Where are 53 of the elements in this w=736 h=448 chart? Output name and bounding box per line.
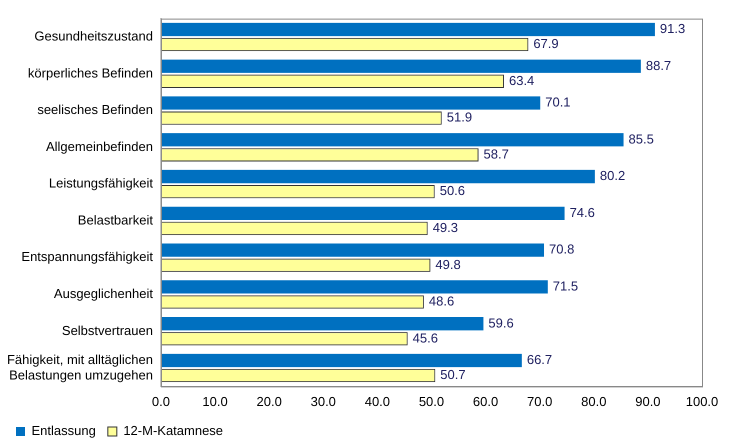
y-tick-label: körperliches Befinden <box>28 65 153 80</box>
bar <box>160 133 624 146</box>
x-tick-label: 100.0 <box>686 394 718 409</box>
data-label: 59.6 <box>488 315 514 330</box>
data-label: 70.8 <box>549 242 574 257</box>
x-tick-label: 80.0 <box>581 394 606 409</box>
y-tick-label: Belastbarkeit <box>78 212 154 228</box>
bar <box>160 206 565 220</box>
data-label: 67.9 <box>533 36 559 52</box>
data-label: 49.3 <box>432 220 458 236</box>
x-tick-label: 10.0 <box>202 394 228 409</box>
data-label: 80.2 <box>600 168 626 184</box>
bar <box>160 96 540 110</box>
bar <box>160 60 641 73</box>
data-label: 51.9 <box>446 110 472 125</box>
x-tick-label: 60.0 <box>472 394 498 409</box>
bar <box>160 170 595 184</box>
x-tick-label: 30.0 <box>310 394 336 409</box>
y-tick-label: Ausgeglichenheit <box>54 286 154 302</box>
x-tick-label: 50.0 <box>418 394 444 409</box>
data-label: 85.5 <box>628 131 654 146</box>
legend-label: 12-M-Katamnese <box>123 423 224 438</box>
data-label: 58.7 <box>484 146 509 162</box>
bar <box>160 22 655 36</box>
y-tick-label: seelisches Befinden <box>37 102 153 118</box>
y-tick-label: Entspannungsfähigkeit <box>21 249 154 264</box>
legend-label: Entlassung <box>32 423 96 438</box>
x-tick-label: 40.0 <box>364 394 390 409</box>
data-label: 91.3 <box>660 21 686 36</box>
data-label: 66.7 <box>526 352 552 368</box>
bar <box>160 317 484 330</box>
x-tick-label: 20.0 <box>256 394 282 409</box>
data-label: 45.6 <box>412 330 438 346</box>
data-label: 71.5 <box>552 278 578 294</box>
y-tick-label: Fähigkeit, mit alltäglichen Belastungen umzugehen <box>6 352 153 382</box>
data-label: 74.6 <box>570 204 595 220</box>
bar <box>160 280 548 294</box>
bar <box>160 354 522 368</box>
y-tick-label: Gesundheitszustand <box>34 28 153 44</box>
data-label: 70.1 <box>545 94 571 110</box>
x-tick-label: 70.0 <box>527 394 552 409</box>
x-tick-label: 90.0 <box>635 394 661 409</box>
data-label: 63.4 <box>508 72 534 88</box>
y-tick-label: Leistungsfähigkeit <box>48 176 154 191</box>
bar <box>160 243 544 257</box>
data-label: 88.7 <box>646 58 672 73</box>
data-label: 48.6 <box>428 294 454 309</box>
data-label: 50.7 <box>440 367 466 382</box>
data-label: 49.8 <box>435 256 461 272</box>
y-tick-label: Selbstvertrauen <box>62 322 153 338</box>
data-label: 50.6 <box>440 183 466 198</box>
x-tick-label: 0.0 <box>152 394 170 409</box>
y-tick-label: Allgemeinbefinden <box>46 138 153 154</box>
